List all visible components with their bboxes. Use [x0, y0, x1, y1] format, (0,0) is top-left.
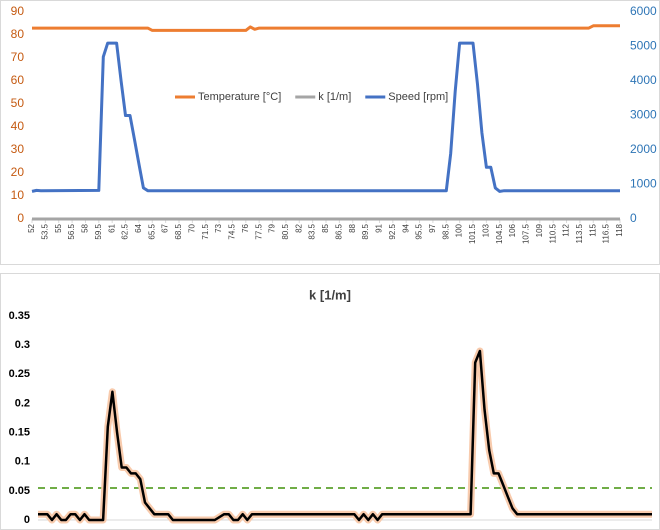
- y-tick-label: 0.15: [9, 426, 30, 438]
- y2-tick-label: 6000: [630, 4, 657, 18]
- y-tick-label: 60: [11, 73, 25, 87]
- x-tick-label: 92.5: [388, 223, 397, 239]
- y2-tick-label: 3000: [630, 108, 657, 122]
- x-tick-label: 82: [294, 223, 303, 232]
- y-tick-label: 50: [11, 96, 25, 110]
- x-tick-label: 80.5: [281, 223, 290, 239]
- x-tick-label: 110.5: [548, 223, 557, 243]
- x-tick-label: 76: [241, 223, 250, 232]
- x-tick-label: 58: [81, 223, 90, 232]
- y-tick-label: 90: [11, 4, 25, 18]
- y2-tick-label: 1000: [630, 177, 657, 191]
- x-tick-label: 77.5: [254, 223, 263, 239]
- x-tick-label: 64: [134, 223, 143, 232]
- x-tick-label: 73: [214, 223, 223, 232]
- x-tick-label: 101.5: [468, 223, 477, 244]
- x-tick-label: 91: [375, 223, 384, 232]
- x-tick-label: 113.5: [575, 223, 584, 243]
- x-tick-label: 89.5: [361, 223, 370, 239]
- x-tick-label: 115: [588, 223, 597, 236]
- y2-tick-label: 2000: [630, 142, 657, 156]
- y-tick-label: 0.05: [9, 485, 30, 497]
- x-tick-label: 118: [615, 223, 624, 236]
- x-tick-label: 103: [481, 223, 490, 237]
- x-tick-label: 79: [268, 223, 277, 232]
- x-tick-label: 61: [107, 223, 116, 232]
- series-line: [38, 349, 652, 522]
- x-tick-label: 100: [455, 223, 464, 237]
- x-tick-label: 62.5: [121, 223, 130, 239]
- y-tick-label: 40: [11, 119, 25, 133]
- y-tick-label: 0: [24, 514, 30, 526]
- y-tick-label: 0.2: [15, 397, 30, 409]
- x-tick-label: 53.5: [40, 223, 49, 239]
- x-tick-label: 107.5: [522, 223, 531, 244]
- x-tick-label: 94: [401, 223, 410, 232]
- x-tick-label: 109: [535, 223, 544, 237]
- x-tick-label: 65.5: [147, 223, 156, 239]
- y2-tick-label: 4000: [630, 73, 657, 87]
- y-tick-label: 0: [17, 211, 24, 225]
- series-line: [31, 41, 620, 193]
- y-tick-label: 0.1: [15, 456, 30, 468]
- legend-label: k [1/m]: [318, 91, 351, 103]
- y2-tick-label: 0: [630, 211, 637, 225]
- x-tick-label: 98.5: [441, 223, 450, 239]
- legend-label: Temperature [°C]: [198, 91, 281, 103]
- x-tick-label: 68.5: [174, 223, 183, 239]
- x-tick-label: 56.5: [67, 223, 76, 239]
- y-tick-label: 0.25: [9, 368, 30, 380]
- x-tick-label: 104.5: [495, 223, 504, 244]
- chart-title: k [1/m]: [309, 287, 351, 302]
- x-tick-label: 55: [54, 223, 63, 232]
- series-line: [32, 24, 620, 32]
- x-tick-label: 106: [508, 223, 517, 237]
- x-tick-label: 83.5: [308, 223, 317, 239]
- x-tick-label: 88: [348, 223, 357, 232]
- x-tick-label: 59.5: [94, 223, 103, 239]
- y-tick-label: 80: [11, 27, 25, 41]
- x-tick-label: 112: [562, 223, 571, 236]
- x-tick-label: 85: [321, 223, 330, 232]
- x-tick-label: 67: [161, 223, 170, 232]
- y-tick-label: 10: [11, 188, 25, 202]
- x-tick-label: 116.5: [602, 223, 611, 243]
- y-tick-label: 70: [11, 50, 25, 64]
- x-tick-label: 70: [187, 223, 196, 232]
- x-tick-label: 52: [27, 223, 36, 232]
- y-tick-label: 30: [11, 142, 25, 156]
- legend-label: Speed [rpm]: [388, 91, 448, 103]
- x-tick-label: 95.5: [415, 223, 424, 239]
- y-tick-label: 0.35: [9, 310, 30, 322]
- y2-tick-label: 5000: [630, 39, 657, 53]
- x-tick-label: 74.5: [228, 223, 237, 239]
- x-tick-label: 97: [428, 223, 437, 232]
- chart-frame: [0, 273, 660, 530]
- y-tick-label: 20: [11, 165, 25, 179]
- x-tick-label: 86.5: [334, 223, 343, 239]
- y-tick-label: 0.3: [15, 339, 30, 351]
- x-tick-label: 71.5: [201, 223, 210, 239]
